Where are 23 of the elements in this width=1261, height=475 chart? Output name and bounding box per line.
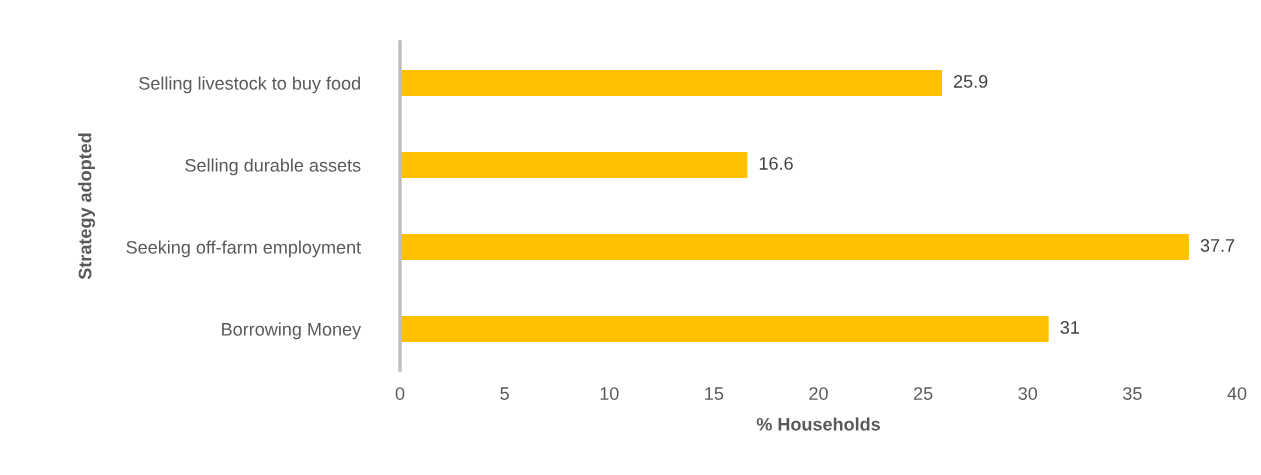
x-tick-label: 5 (500, 387, 509, 400)
y-tick-label: Selling livestock to buy food (139, 76, 360, 94)
x-tick-label: 10 (600, 387, 619, 400)
x-tick-label: 20 (809, 387, 828, 400)
bar (400, 69, 942, 97)
data-label: 16.6 (759, 157, 793, 170)
x-tick-label: 0 (395, 387, 405, 400)
bar (400, 315, 1049, 343)
x-tick-label: 35 (1123, 387, 1142, 400)
x-tick-label: 40 (1227, 387, 1247, 400)
x-axis-title: % Households (756, 417, 880, 431)
x-tick-label: 15 (705, 387, 724, 400)
bar (400, 151, 748, 179)
data-label: 25.9 (953, 75, 988, 88)
data-label: 31 (1060, 321, 1079, 334)
x-tick-label: 30 (1018, 387, 1038, 400)
y-tick-label: Borrowing Money (222, 322, 362, 340)
y-tick-label: Seeking off-farm employment (126, 240, 361, 258)
y-tick-label: Selling durable assets (185, 158, 361, 176)
bar (400, 233, 1189, 261)
data-label: 37.7 (1200, 239, 1235, 252)
x-tick-label: 25 (913, 387, 933, 400)
y-axis-title: Strategy adopted (78, 133, 96, 280)
